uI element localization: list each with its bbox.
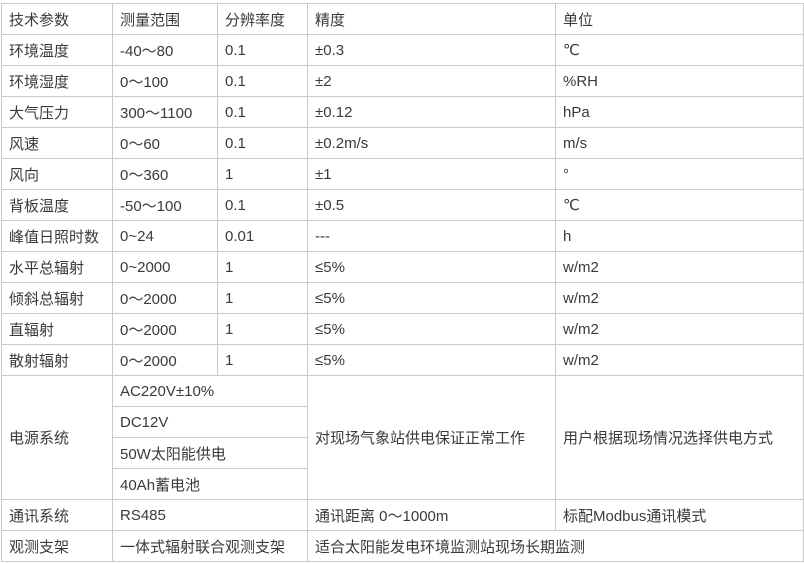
cell-resolution: 1	[217, 344, 308, 376]
cell-power-option: 50W太阳能供电	[112, 437, 308, 469]
cell-unit: ℃	[555, 189, 804, 221]
table-row-scattered-radiation: 散射辐射 0～2000 1 ≤5% w/m2	[1, 344, 804, 376]
cell-unit: hPa	[555, 96, 804, 128]
cell-comm-accuracy: 通讯距离 0～1000m	[307, 499, 556, 531]
cell-accuracy: ---	[307, 220, 556, 252]
table-row-ambient-temp: 环境温度 -40～80 0.1 ±0.3 ℃	[1, 34, 804, 66]
cell-param: 风速	[1, 127, 113, 159]
cell-unit: °	[555, 158, 804, 190]
cell-unit: %RH	[555, 65, 804, 97]
cell-param: 倾斜总辐射	[1, 282, 113, 314]
header-resolution: 分辨率度	[217, 3, 308, 35]
cell-resolution: 1	[217, 282, 308, 314]
header-accuracy: 精度	[307, 3, 556, 35]
cell-accuracy: ±0.12	[307, 96, 556, 128]
cell-param: 直辐射	[1, 313, 113, 345]
cell-resolution: 1	[217, 251, 308, 283]
cell-power-unit-note: 用户根据现场情况选择供电方式	[555, 375, 804, 500]
cell-mount-note: 适合太阳能发电环境监测站现场长期监测	[307, 530, 804, 562]
cell-param: 通讯系统	[1, 499, 113, 531]
cell-power-option: 40Ah蓄电池	[112, 468, 308, 500]
table-row-pressure: 大气压力 300～1100 0.1 ±0.12 hPa	[1, 96, 804, 128]
cell-param: 观测支架	[1, 530, 113, 562]
cell-resolution: 0.01	[217, 220, 308, 252]
cell-range: 0～100	[112, 65, 218, 97]
tech-spec-table: 技术参数 测量范围 分辨率度 精度 单位 环境温度 -40～80 0.1 ±0.…	[1, 3, 804, 562]
cell-param: 大气压力	[1, 96, 113, 128]
cell-resolution: 1	[217, 313, 308, 345]
cell-unit: w/m2	[555, 313, 804, 345]
cell-accuracy: ≤5%	[307, 344, 556, 376]
cell-param: 峰值日照时数	[1, 220, 113, 252]
cell-power-option: DC12V	[112, 406, 308, 438]
cell-unit: m/s	[555, 127, 804, 159]
cell-range: -40～80	[112, 34, 218, 66]
cell-power-option: AC220V±10%	[112, 375, 308, 407]
table-row-peak-sun-hours: 峰值日照时数 0~24 0.01 --- h	[1, 220, 804, 252]
cell-accuracy: ±2	[307, 65, 556, 97]
cell-resolution: 0.1	[217, 34, 308, 66]
table-row-power-option: DC12V	[2, 406, 804, 438]
cell-param: 环境温度	[1, 34, 113, 66]
cell-unit: h	[555, 220, 804, 252]
table-row-humidity: 环境湿度 0～100 0.1 ±2 %RH	[1, 65, 804, 97]
cell-comm-unit: 标配Modbus通讯模式	[555, 499, 804, 531]
table-row-backplate-temp: 背板温度 -50～100 0.1 ±0.5 ℃	[1, 189, 804, 221]
cell-param: 散射辐射	[1, 344, 113, 376]
table-row-horizontal-radiation: 水平总辐射 0~2000 1 ≤5% w/m2	[1, 251, 804, 283]
header-range: 测量范围	[112, 3, 218, 35]
cell-mount-range: 一体式辐射联合观测支架	[112, 530, 308, 562]
cell-resolution: 0.1	[217, 96, 308, 128]
cell-power-accuracy-note: 对现场气象站供电保证正常工作	[307, 375, 556, 500]
header-unit: 单位	[555, 3, 804, 35]
cell-range: 0～2000	[112, 344, 218, 376]
cell-param-power-system: 电源系统	[1, 375, 113, 500]
cell-range: 0～2000	[112, 313, 218, 345]
cell-resolution: 0.1	[217, 65, 308, 97]
cell-resolution: 0.1	[217, 189, 308, 221]
table-row-power-system: 电源系统 AC220V±10% 对现场气象站供电保证正常工作 用户根据现场情况选…	[1, 375, 804, 500]
table-row-tilted-radiation: 倾斜总辐射 0～2000 1 ≤5% w/m2	[1, 282, 804, 314]
header-param: 技术参数	[1, 3, 113, 35]
table-row-mount: 观测支架 一体式辐射联合观测支架 适合太阳能发电环境监测站现场长期监测	[1, 530, 804, 562]
cell-range: 0~24	[112, 220, 218, 252]
table-row-comm-system: 通讯系统 RS485 通讯距离 0～1000m 标配Modbus通讯模式	[1, 499, 804, 531]
cell-unit: w/m2	[555, 251, 804, 283]
cell-accuracy: ±0.5	[307, 189, 556, 221]
cell-range: 0～2000	[112, 282, 218, 314]
cell-range: 300～1100	[112, 96, 218, 128]
cell-resolution: 1	[217, 158, 308, 190]
header-row: 技术参数 测量范围 分辨率度 精度 单位	[1, 3, 804, 35]
cell-accuracy: ≤5%	[307, 282, 556, 314]
cell-param: 环境湿度	[1, 65, 113, 97]
cell-accuracy: ±0.2m/s	[307, 127, 556, 159]
cell-accuracy: ≤5%	[307, 251, 556, 283]
table-row-wind-direction: 风向 0～360 1 ±1 °	[1, 158, 804, 190]
cell-accuracy: ≤5%	[307, 313, 556, 345]
cell-resolution: 0.1	[217, 127, 308, 159]
cell-accuracy: ±0.3	[307, 34, 556, 66]
cell-comm-range: RS485	[112, 499, 308, 531]
cell-range: 0～60	[112, 127, 218, 159]
cell-range: -50～100	[112, 189, 218, 221]
table-row-power-option: 50W太阳能供电	[2, 437, 804, 469]
table-row-wind-speed: 风速 0～60 0.1 ±0.2m/s m/s	[1, 127, 804, 159]
cell-unit: w/m2	[555, 282, 804, 314]
cell-unit: w/m2	[555, 344, 804, 376]
cell-param: 水平总辐射	[1, 251, 113, 283]
cell-range: 0~2000	[112, 251, 218, 283]
table-row-direct-radiation: 直辐射 0～2000 1 ≤5% w/m2	[1, 313, 804, 345]
cell-param: 背板温度	[1, 189, 113, 221]
cell-accuracy: ±1	[307, 158, 556, 190]
cell-range: 0～360	[112, 158, 218, 190]
cell-param: 风向	[1, 158, 113, 190]
cell-unit: ℃	[555, 34, 804, 66]
